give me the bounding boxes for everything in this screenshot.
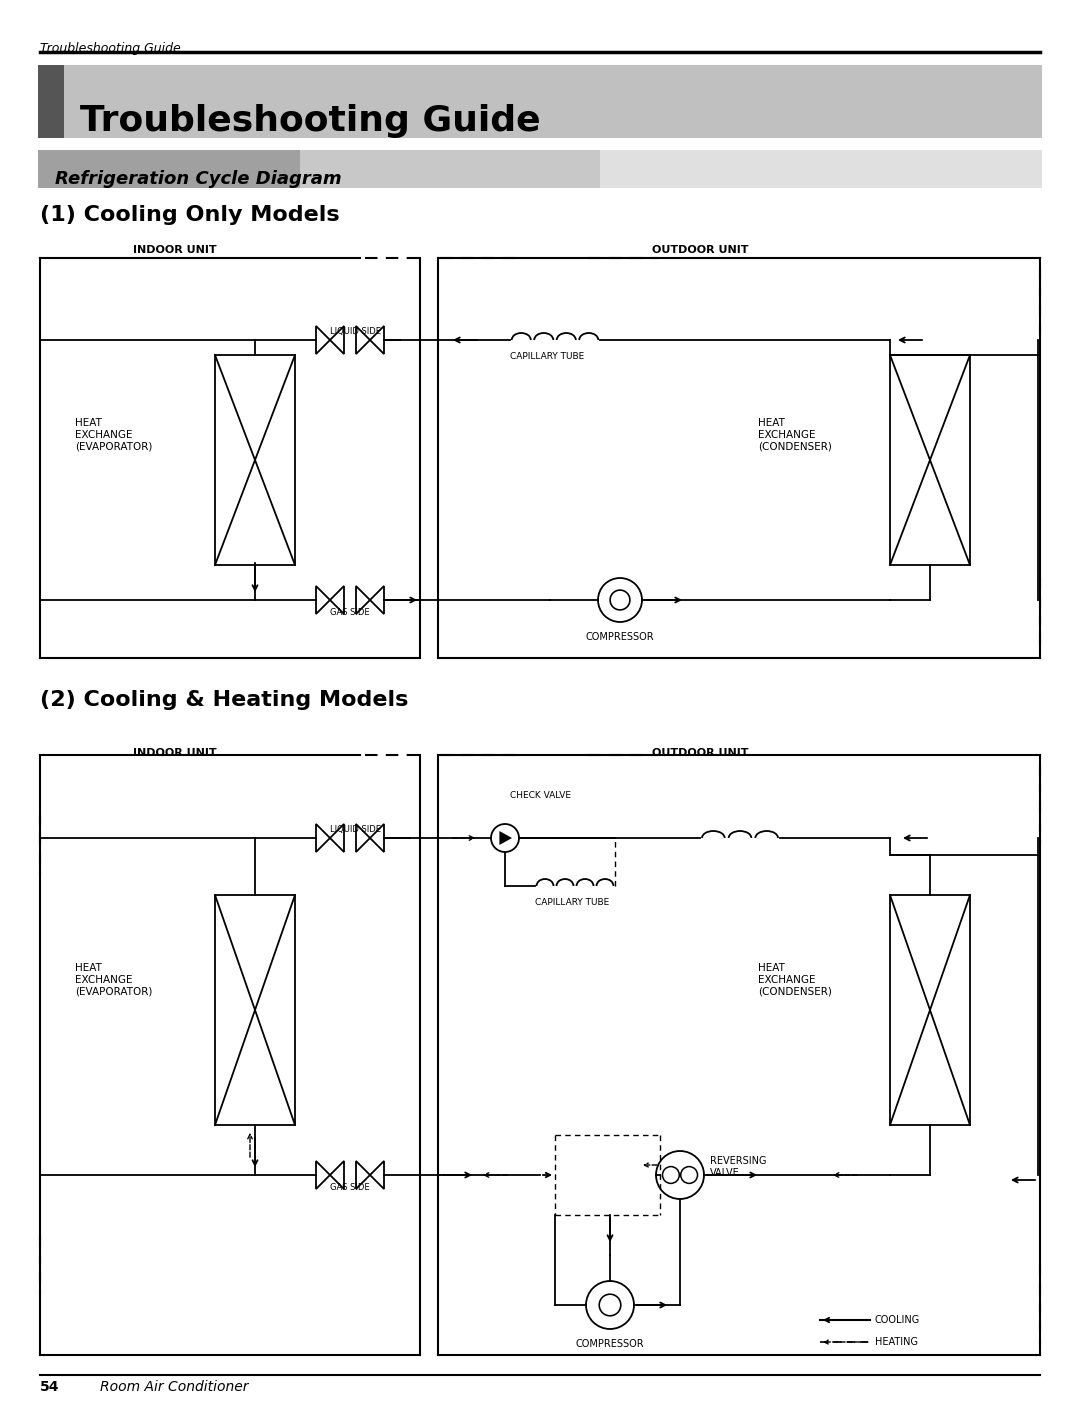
Text: COOLING: COOLING <box>875 1315 920 1325</box>
Text: CAPILLARY TUBE: CAPILLARY TUBE <box>535 898 609 908</box>
Text: GAS SIDE: GAS SIDE <box>330 1183 369 1191</box>
Text: HEAT
EXCHANGE
(CONDENSER): HEAT EXCHANGE (CONDENSER) <box>758 419 832 451</box>
Text: (1) Cooling Only Models: (1) Cooling Only Models <box>40 205 339 225</box>
Bar <box>215 895 295 1125</box>
Text: HEAT
EXCHANGE
(CONDENSER): HEAT EXCHANGE (CONDENSER) <box>758 964 832 996</box>
Text: LIQUID SIDE: LIQUID SIDE <box>330 327 381 336</box>
Text: GAS SIDE: GAS SIDE <box>330 608 369 617</box>
Bar <box>300 150 1042 188</box>
Text: Troubleshooting Guide: Troubleshooting Guide <box>80 104 541 138</box>
Bar <box>38 150 1042 188</box>
Text: Room Air Conditioner: Room Air Conditioner <box>100 1380 248 1394</box>
Text: LIQUID SIDE: LIQUID SIDE <box>330 825 381 835</box>
Bar <box>215 355 295 565</box>
Text: COMPRESSOR: COMPRESSOR <box>576 1339 645 1349</box>
Text: OUTDOOR UNIT: OUTDOOR UNIT <box>651 244 748 254</box>
Bar <box>38 65 1042 138</box>
Text: INDOOR UNIT: INDOOR UNIT <box>133 747 217 759</box>
Bar <box>38 65 64 138</box>
Text: REVERSING
VALVE: REVERSING VALVE <box>710 1156 767 1177</box>
Text: HEATING: HEATING <box>875 1338 918 1347</box>
Text: HEAT
EXCHANGE
(EVAPORATOR): HEAT EXCHANGE (EVAPORATOR) <box>75 419 152 451</box>
Text: CAPILLARY TUBE: CAPILLARY TUBE <box>510 353 584 361</box>
Text: Troubleshooting Guide: Troubleshooting Guide <box>40 42 180 55</box>
Text: CHECK VALVE: CHECK VALVE <box>510 791 571 799</box>
Text: OUTDOOR UNIT: OUTDOOR UNIT <box>651 747 748 759</box>
Bar <box>890 895 970 1125</box>
Polygon shape <box>499 830 512 844</box>
Text: COMPRESSOR: COMPRESSOR <box>585 632 654 642</box>
Bar <box>600 150 1042 188</box>
Text: INDOOR UNIT: INDOOR UNIT <box>133 244 217 254</box>
Text: HEAT
EXCHANGE
(EVAPORATOR): HEAT EXCHANGE (EVAPORATOR) <box>75 964 152 996</box>
Text: 54: 54 <box>40 1380 59 1394</box>
Text: Refrigeration Cycle Diagram: Refrigeration Cycle Diagram <box>55 170 341 188</box>
Text: (2) Cooling & Heating Models: (2) Cooling & Heating Models <box>40 690 408 710</box>
Bar <box>890 355 970 565</box>
